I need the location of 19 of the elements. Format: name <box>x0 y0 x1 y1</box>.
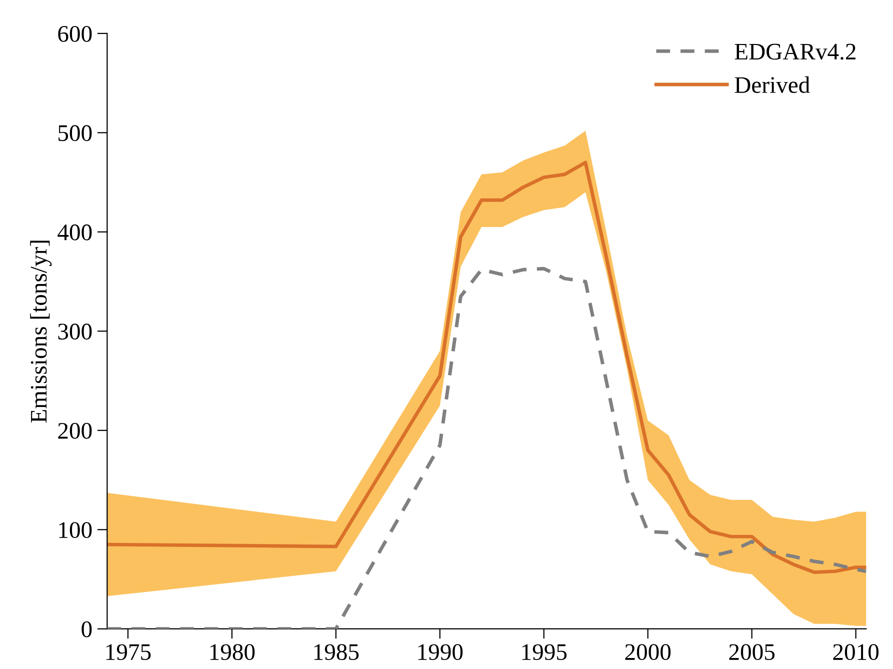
y-axis-title: Emissions [tons/yr] <box>30 240 52 423</box>
x-tick-label: 1985 <box>314 644 359 660</box>
x-tick-label: 1975 <box>106 644 151 660</box>
y-tick-label: 100 <box>59 522 92 538</box>
x-tick-label: 2010 <box>833 644 879 660</box>
legend-label: Derived <box>734 76 810 94</box>
y-tick-label: 500 <box>58 125 92 142</box>
x-tick-label: 1990 <box>418 644 463 660</box>
y-tick-label: 600 <box>58 26 92 42</box>
y-tick-label: 300 <box>58 324 92 340</box>
x-tick-label: 2000 <box>625 644 671 660</box>
x-tick-label: 1995 <box>522 644 567 660</box>
legend-label: EDGARv4.2 <box>734 44 856 60</box>
line-series <box>107 160 866 574</box>
y-tick-label: 200 <box>58 422 92 439</box>
y-tick-label: 0 <box>82 621 92 638</box>
x-tick-label: 1980 <box>210 644 255 660</box>
y-tick-label: 400 <box>58 224 92 240</box>
x-tick-label: 2005 <box>729 644 775 660</box>
